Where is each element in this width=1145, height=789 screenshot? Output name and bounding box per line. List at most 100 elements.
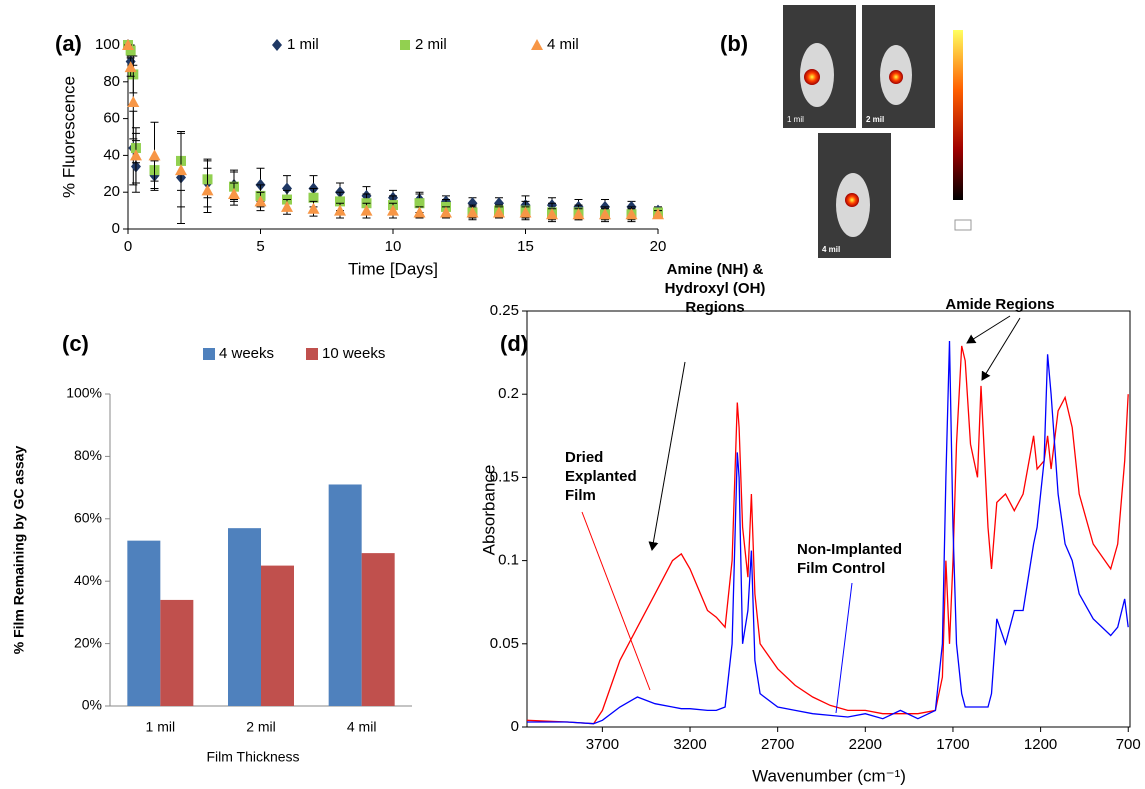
marker (148, 149, 161, 161)
y-tick-label: 0.1 (498, 552, 519, 569)
annotation: Regions (685, 299, 744, 316)
x-tick-label: 1200 (1024, 736, 1057, 753)
bar (127, 540, 161, 706)
marker (546, 208, 558, 220)
marker (493, 206, 505, 218)
marker (531, 39, 543, 50)
x-tick-label: 2 mil (246, 719, 276, 735)
spectrum-line (527, 340, 1129, 725)
marker (572, 208, 585, 220)
x-axis-title: Film Thickness (206, 749, 299, 765)
legend-swatch (306, 348, 318, 360)
y-tick-label: 0.25 (490, 302, 519, 319)
y-tick-label: 0.05 (490, 635, 519, 652)
marker (400, 40, 410, 50)
y-tick-label: 0.2 (498, 385, 519, 402)
x-tick-label: 2200 (849, 736, 882, 753)
y-tick-label: 100 (95, 36, 120, 53)
legend-label: 4 mil (547, 36, 579, 53)
x-tick-label: 3200 (673, 736, 706, 753)
marker (334, 204, 346, 216)
y-axis-title: % Fluorescence (59, 76, 78, 198)
marker (125, 45, 136, 56)
annotation-arrow (835, 582, 853, 714)
x-tick-label: 0 (124, 238, 132, 255)
marker (414, 198, 425, 209)
marker (467, 197, 478, 210)
panel-label: (b) (720, 31, 748, 56)
marker (127, 96, 140, 108)
x-tick-label: 4 mil (347, 719, 377, 735)
annotation-arrow (981, 317, 1021, 381)
x-tick-label: 15 (517, 238, 534, 255)
marker (308, 192, 319, 203)
legend-label: 2 mil (415, 36, 447, 53)
panel-label: (d) (500, 331, 528, 356)
photo-label: 4 mil (822, 245, 840, 254)
photo-label: 1 mil (787, 115, 804, 124)
y-tick-label: 40 (103, 146, 120, 163)
x-tick-label: 20 (650, 238, 667, 255)
y-axis-title: Absorbance (479, 465, 498, 556)
marker (335, 196, 345, 207)
x-tick-label: 700 (1116, 736, 1141, 753)
marker (254, 195, 267, 207)
y-tick-label: 40% (74, 572, 102, 588)
marker (440, 206, 452, 218)
marker (175, 164, 187, 176)
y-tick-label: 80% (74, 447, 102, 463)
chart: (d) Absorbance Wavenumber (cm⁻¹) 0 0.05 0.1 0.… (479, 261, 1140, 786)
marker (122, 39, 134, 50)
annotation: Amine (NH) & (667, 261, 764, 278)
chart: (c) % Film Remaining by GC assay Film Thic… (11, 331, 412, 765)
x-tick-label: 5 (256, 238, 264, 255)
marker (282, 182, 292, 195)
y-tick-label: 20 (103, 183, 120, 200)
x-tick-label: 1 mil (146, 719, 176, 735)
marker (307, 202, 320, 214)
y-tick-label: 60% (74, 510, 102, 526)
bar (160, 599, 194, 706)
bar (228, 528, 261, 706)
x-tick-label: 2700 (761, 736, 794, 753)
mouse-images (783, 5, 972, 258)
annotation-arrow (966, 315, 1011, 344)
bar (261, 565, 294, 706)
y-tick-label: 0 (112, 220, 120, 237)
legend-label: 10 weeks (322, 345, 385, 362)
photo-label: 2 mil (866, 115, 884, 124)
y-tick-label: 0 (511, 718, 519, 735)
marker (228, 188, 240, 200)
legend-label: 1 mil (287, 36, 319, 53)
y-tick-label: 20% (74, 634, 102, 650)
x-tick-label: 1700 (936, 736, 969, 753)
x-axis-title: Time [Days] (348, 259, 438, 278)
spectrum-line (526, 345, 1129, 725)
y-axis-title: % Film Remaining by GC assay (11, 446, 27, 655)
annotation: Film Control (797, 560, 885, 577)
panel-label: (c) (62, 331, 89, 356)
x-axis-title: Wavenumber (cm⁻¹) (752, 766, 906, 785)
marker (387, 204, 399, 216)
marker (466, 206, 479, 218)
annotation: Explanted (565, 468, 637, 485)
marker (201, 184, 214, 196)
marker (625, 208, 638, 220)
panel-label: (a) (55, 31, 82, 56)
y-tick-label: 0% (82, 697, 102, 713)
marker (360, 204, 373, 216)
marker (124, 61, 137, 73)
annotation: Film (565, 487, 596, 504)
x-tick-label: 3700 (586, 736, 619, 753)
marker (281, 200, 293, 212)
marker (599, 208, 611, 220)
marker (272, 39, 282, 51)
annotation: Dried (565, 449, 603, 466)
annotation: Hydroxyl (OH) (665, 280, 766, 297)
marker (413, 206, 426, 218)
y-tick-label: 0.15 (490, 468, 519, 485)
annotation: Non-Implanted (797, 541, 902, 558)
bar (361, 553, 395, 706)
